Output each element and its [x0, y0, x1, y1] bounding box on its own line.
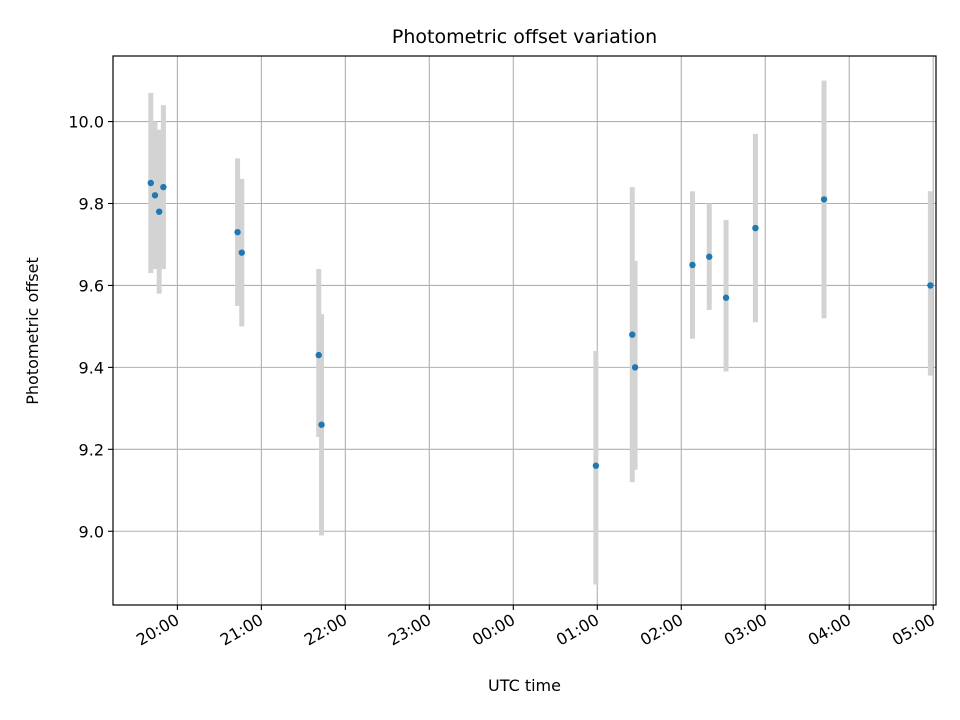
- plot-frame: [112, 55, 937, 606]
- y-tick-label: 9.2: [79, 440, 104, 459]
- data-point: [820, 196, 828, 203]
- y-tick-label: 9.6: [79, 276, 104, 295]
- data-point: [927, 282, 934, 289]
- data-point: [592, 462, 600, 469]
- data-point: [631, 364, 639, 371]
- y-tick-label: 9.4: [79, 358, 104, 377]
- data-point: [238, 249, 245, 256]
- data-point: [689, 261, 696, 269]
- y-tick-label: 9.0: [79, 522, 104, 541]
- data-points: [147, 179, 934, 469]
- x-axis-title: UTC time: [488, 676, 561, 695]
- y-tick-label: 10.0: [68, 113, 104, 132]
- y-tick-label: 9.8: [79, 194, 104, 213]
- data-point: [315, 351, 322, 359]
- data-point: [234, 228, 241, 236]
- data-point: [151, 192, 159, 199]
- data-point: [629, 331, 636, 338]
- data-point: [147, 179, 154, 187]
- y-axis-ticks: 9.0 9.2 9.4 9.6 9.8 10.0: [68, 113, 113, 541]
- chart-title: Photometric offset variation: [392, 26, 657, 48]
- data-point: [160, 183, 167, 191]
- data-point: [752, 224, 759, 232]
- data-point: [722, 294, 730, 301]
- y-axis-title: Photometric offset: [23, 257, 42, 405]
- grid: [113, 56, 936, 605]
- data-point: [706, 253, 713, 260]
- data-point: [155, 208, 163, 215]
- data-point: [318, 421, 325, 428]
